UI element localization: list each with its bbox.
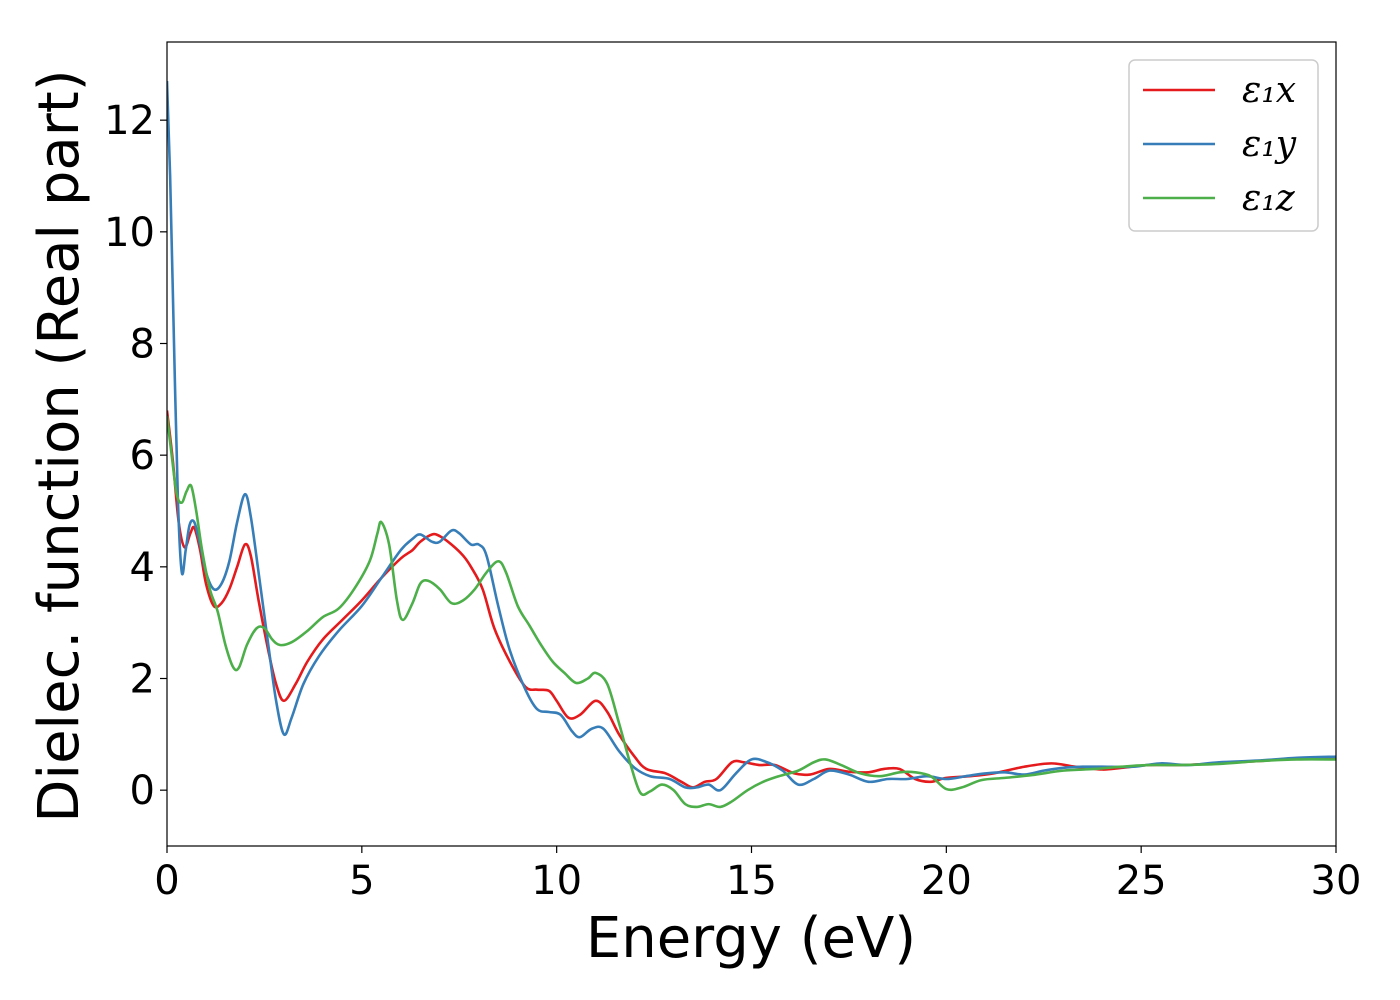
x-tick-label: 15 bbox=[726, 858, 777, 904]
y-tick-label: 4 bbox=[130, 545, 155, 591]
y-tick-label: 2 bbox=[130, 657, 155, 703]
legend-label-1: ε₁y bbox=[1242, 124, 1297, 165]
legend-label-0: ε₁x bbox=[1242, 70, 1296, 111]
x-tick-label: 10 bbox=[531, 858, 582, 904]
y-tick-label: 6 bbox=[130, 433, 155, 479]
y-tick-label: 10 bbox=[104, 210, 155, 256]
y-tick-label: 0 bbox=[130, 768, 155, 814]
x-axis-label: Energy (eV) bbox=[586, 906, 916, 971]
y-tick-label: 12 bbox=[104, 98, 155, 144]
y-tick-label: 8 bbox=[130, 322, 155, 368]
x-tick-label: 30 bbox=[1311, 858, 1362, 904]
series-line-0 bbox=[167, 410, 1336, 789]
legend: ε₁x ε₁y ε₁z bbox=[1128, 59, 1319, 232]
x-tick-label: 5 bbox=[349, 858, 374, 904]
series-lines bbox=[167, 81, 1336, 809]
x-axis-ticks: 0 5 10 15 20 25 30 bbox=[154, 846, 1361, 904]
y-axis-ticks: 0 2 4 6 8 10 12 bbox=[104, 98, 167, 814]
x-tick-label: 0 bbox=[154, 858, 179, 904]
legend-box bbox=[1128, 59, 1319, 232]
series-line-2 bbox=[167, 415, 1336, 809]
x-tick-label: 20 bbox=[921, 858, 972, 904]
legend-label-2: ε₁z bbox=[1242, 178, 1296, 219]
y-axis-label: Dielec. function (Real part) bbox=[27, 69, 92, 822]
series-line-1 bbox=[167, 81, 1336, 792]
x-tick-label: 25 bbox=[1116, 858, 1167, 904]
